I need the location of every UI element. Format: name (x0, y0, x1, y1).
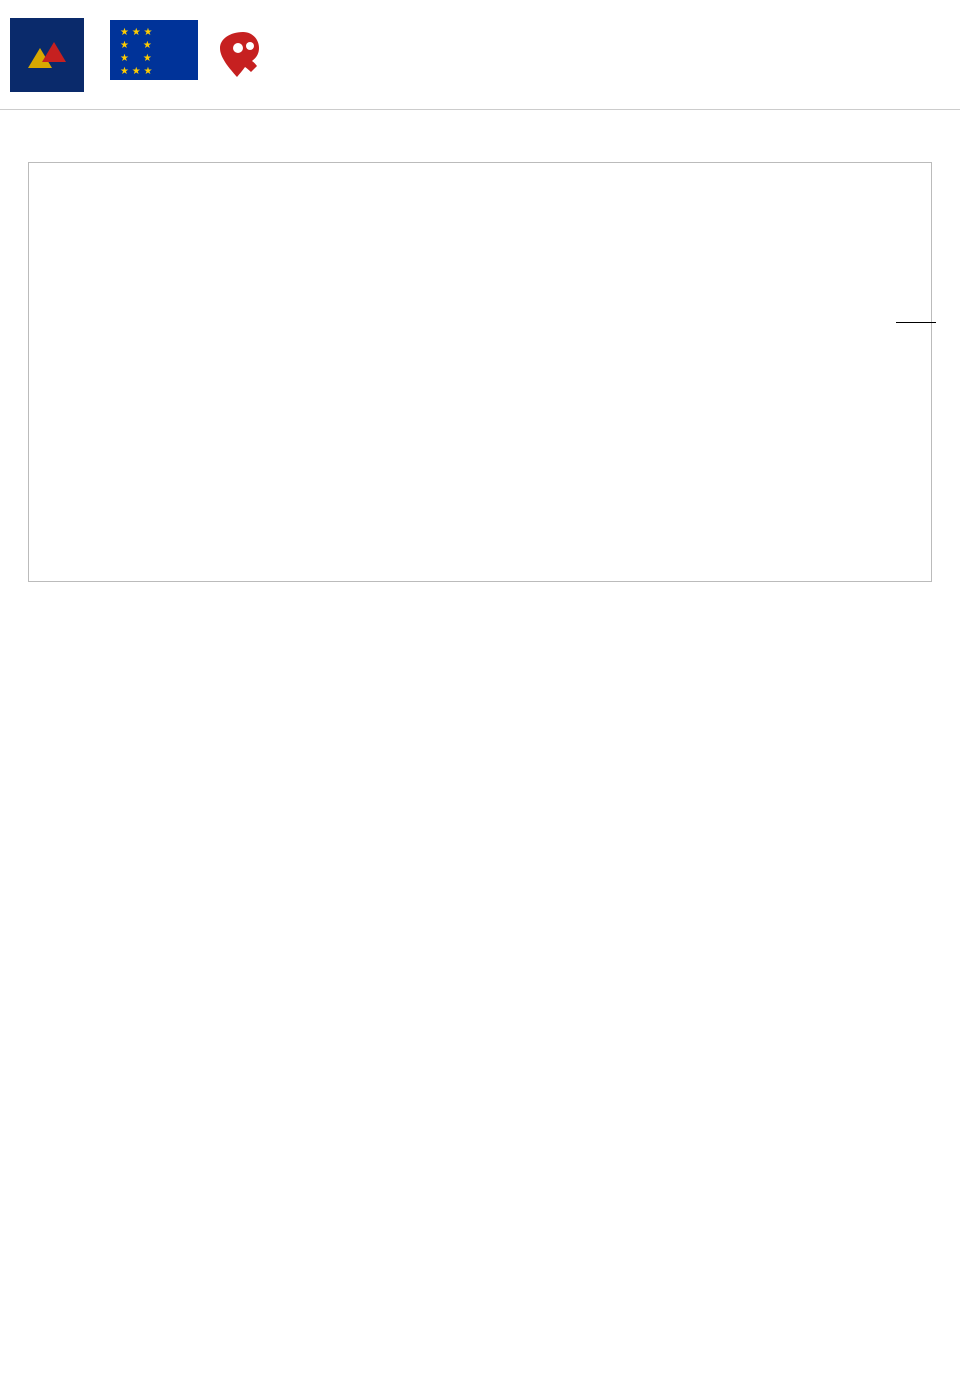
esf-logo (10, 18, 92, 92)
esf-icon (10, 18, 84, 92)
content (0, 110, 960, 640)
header-logos (0, 0, 960, 110)
pie-chart (28, 162, 932, 582)
footer (0, 640, 960, 694)
eu-flag-icon (110, 20, 198, 80)
page-number (896, 322, 936, 325)
op-icon (216, 28, 270, 82)
chart-wrapper (28, 162, 932, 582)
eu-block (110, 20, 198, 89)
